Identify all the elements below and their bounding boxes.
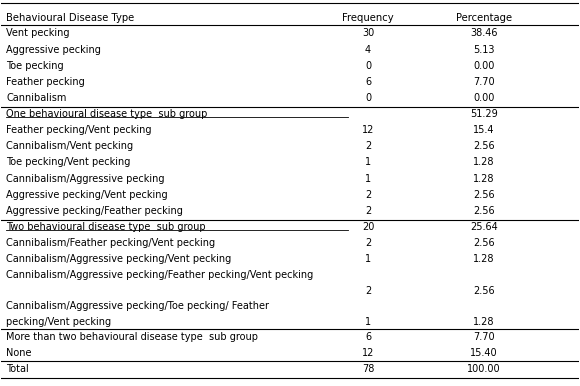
Text: 1.28: 1.28 — [473, 174, 495, 183]
Text: Cannibalism/Feather pecking/Vent pecking: Cannibalism/Feather pecking/Vent pecking — [6, 238, 216, 248]
Text: 0.00: 0.00 — [473, 61, 495, 71]
Text: Cannibalism/Aggressive pecking/Toe pecking/ Feather: Cannibalism/Aggressive pecking/Toe pecki… — [6, 301, 270, 311]
Text: 15.40: 15.40 — [470, 348, 498, 358]
Text: Cannibalism/Aggressive pecking: Cannibalism/Aggressive pecking — [6, 174, 165, 183]
Text: 1.28: 1.28 — [473, 157, 495, 168]
Text: 12: 12 — [362, 125, 374, 135]
Text: 2: 2 — [365, 141, 371, 151]
Text: Behavioural Disease Type: Behavioural Disease Type — [6, 14, 135, 24]
Text: 0: 0 — [365, 93, 371, 103]
Text: Feather pecking: Feather pecking — [6, 77, 85, 87]
Text: Aggressive pecking: Aggressive pecking — [6, 44, 101, 54]
Text: One behavioural disease type  sub group: One behavioural disease type sub group — [6, 109, 208, 119]
Text: 1: 1 — [365, 317, 371, 327]
Text: 78: 78 — [362, 364, 374, 374]
Text: Cannibalism/Vent pecking: Cannibalism/Vent pecking — [6, 141, 133, 151]
Text: 1.28: 1.28 — [473, 254, 495, 264]
Text: Cannibalism/Aggressive pecking/Vent pecking: Cannibalism/Aggressive pecking/Vent peck… — [6, 254, 232, 264]
Text: More than two behavioural disease type  sub group: More than two behavioural disease type s… — [6, 332, 259, 342]
Text: Aggressive pecking/Vent pecking: Aggressive pecking/Vent pecking — [6, 190, 168, 200]
Text: 7.70: 7.70 — [473, 77, 495, 87]
Text: 4: 4 — [365, 44, 371, 54]
Text: pecking/Vent pecking: pecking/Vent pecking — [6, 317, 111, 327]
Text: 6: 6 — [365, 332, 371, 342]
Text: Toe pecking/Vent pecking: Toe pecking/Vent pecking — [6, 157, 131, 168]
Text: 2.56: 2.56 — [473, 190, 495, 200]
Text: 0: 0 — [365, 61, 371, 71]
Text: 2: 2 — [365, 238, 371, 248]
Text: Feather pecking/Vent pecking: Feather pecking/Vent pecking — [6, 125, 152, 135]
Text: 1.28: 1.28 — [473, 317, 495, 327]
Text: Toe pecking: Toe pecking — [6, 61, 64, 71]
Text: 2: 2 — [365, 190, 371, 200]
Text: Aggressive pecking/Feather pecking: Aggressive pecking/Feather pecking — [6, 206, 183, 216]
Text: Vent pecking: Vent pecking — [6, 29, 70, 38]
Text: 1: 1 — [365, 254, 371, 264]
Text: 0.00: 0.00 — [473, 93, 495, 103]
Text: Total: Total — [6, 364, 29, 374]
Text: None: None — [6, 348, 32, 358]
Text: 38.46: 38.46 — [470, 29, 498, 38]
Text: 7.70: 7.70 — [473, 332, 495, 342]
Text: 2.56: 2.56 — [473, 141, 495, 151]
Text: 1: 1 — [365, 174, 371, 183]
Text: Cannibalism/Aggressive pecking/Feather pecking/Vent pecking: Cannibalism/Aggressive pecking/Feather p… — [6, 270, 314, 280]
Text: 5.13: 5.13 — [473, 44, 495, 54]
Text: Cannibalism: Cannibalism — [6, 93, 67, 103]
Text: 6: 6 — [365, 77, 371, 87]
Text: 2.56: 2.56 — [473, 238, 495, 248]
Text: 15.4: 15.4 — [473, 125, 495, 135]
Text: 2.56: 2.56 — [473, 206, 495, 216]
Text: 30: 30 — [362, 29, 374, 38]
Text: 25.64: 25.64 — [470, 222, 498, 232]
Text: 20: 20 — [362, 222, 374, 232]
Text: Percentage: Percentage — [456, 14, 512, 24]
Text: 1: 1 — [365, 157, 371, 168]
Text: 12: 12 — [362, 348, 374, 358]
Text: 2: 2 — [365, 286, 371, 296]
Text: 2: 2 — [365, 206, 371, 216]
Text: 2.56: 2.56 — [473, 286, 495, 296]
Text: 100.00: 100.00 — [467, 364, 501, 374]
Text: 51.29: 51.29 — [470, 109, 498, 119]
Text: Two behavioural disease type  sub group: Two behavioural disease type sub group — [6, 222, 206, 232]
Text: Frequency: Frequency — [342, 14, 394, 24]
